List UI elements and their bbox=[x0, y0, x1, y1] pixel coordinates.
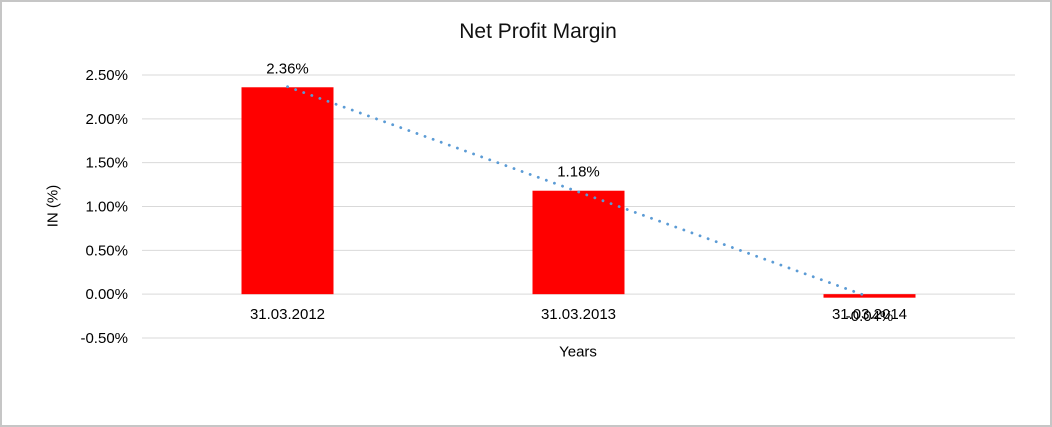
y-tick-label: 0.50% bbox=[85, 242, 128, 259]
bar-data-label: 2.36% bbox=[266, 60, 309, 77]
y-tick-label: 2.50% bbox=[85, 67, 128, 84]
x-tick-label: 31.03.2013 bbox=[541, 306, 616, 323]
bar bbox=[823, 294, 916, 298]
bar-data-label: -0.04% bbox=[846, 308, 894, 325]
bar bbox=[241, 87, 334, 295]
bar-data-label: 1.18% bbox=[557, 164, 600, 181]
x-tick-label: 31.03.2014 bbox=[832, 306, 907, 323]
x-axis-title: Years bbox=[559, 343, 597, 361]
chart-title: Net Profit Margin bbox=[459, 20, 617, 43]
x-tick-label: 31.03.2012 bbox=[250, 306, 325, 323]
y-tick-label: 1.00% bbox=[85, 199, 128, 216]
y-tick-label: -0.50% bbox=[80, 330, 128, 347]
bar bbox=[532, 190, 625, 295]
y-tick-label: 0.00% bbox=[85, 286, 128, 303]
y-tick-label: 1.50% bbox=[85, 155, 128, 172]
y-tick-label: 2.00% bbox=[85, 111, 128, 128]
trendline bbox=[286, 85, 871, 299]
